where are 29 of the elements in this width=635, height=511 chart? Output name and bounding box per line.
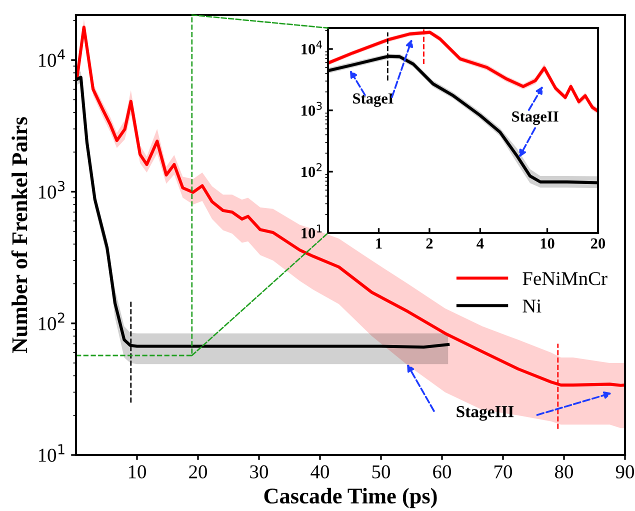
x-tick-label: 50 — [372, 465, 390, 478]
x-tick-label: 1 — [376, 238, 382, 248]
x-tick-label: 20 — [591, 238, 606, 249]
annotation: StageII — [512, 111, 558, 125]
x-tick-label: 4 — [476, 238, 484, 248]
y-tick-label: 10$^{1}$ — [39, 444, 64, 462]
x-tick-label: 2 — [426, 238, 433, 248]
y-tick-label: 10$^{4}$ — [39, 49, 65, 67]
x-tick-label: 10 — [128, 465, 146, 478]
legend-label: FeNiMnCr — [522, 272, 608, 286]
annotation: StageI — [353, 93, 394, 107]
x-tick-label: 40 — [310, 465, 329, 478]
x-tick-label: 20 — [189, 465, 207, 478]
x-tick-label: 10 — [540, 238, 554, 249]
legend-label: Ni — [522, 300, 542, 312]
annotation: StageIII — [456, 406, 514, 421]
y-tick-label: 10$^{4}$ — [302, 40, 322, 54]
y-tick-label: 10$^{2}$ — [302, 163, 322, 178]
y-tick-label: 10$^{2}$ — [39, 312, 64, 330]
x-tick-label: 80 — [555, 465, 573, 478]
x-tick-label: 30 — [250, 465, 268, 478]
x-tick-label: 90 — [616, 465, 634, 478]
y-tick-label: 10$^{3}$ — [39, 180, 65, 199]
y-axis-title: Number of Frenkel Pairs — [11, 117, 28, 353]
x-tick-label: 60 — [433, 465, 451, 478]
y-tick-label: 10$^{1}$ — [302, 224, 322, 238]
y-tick-label: 10$^{3}$ — [302, 102, 322, 116]
x-axis-title: Cascade Time (ps) — [264, 488, 437, 508]
x-tick-label: 70 — [494, 465, 512, 478]
